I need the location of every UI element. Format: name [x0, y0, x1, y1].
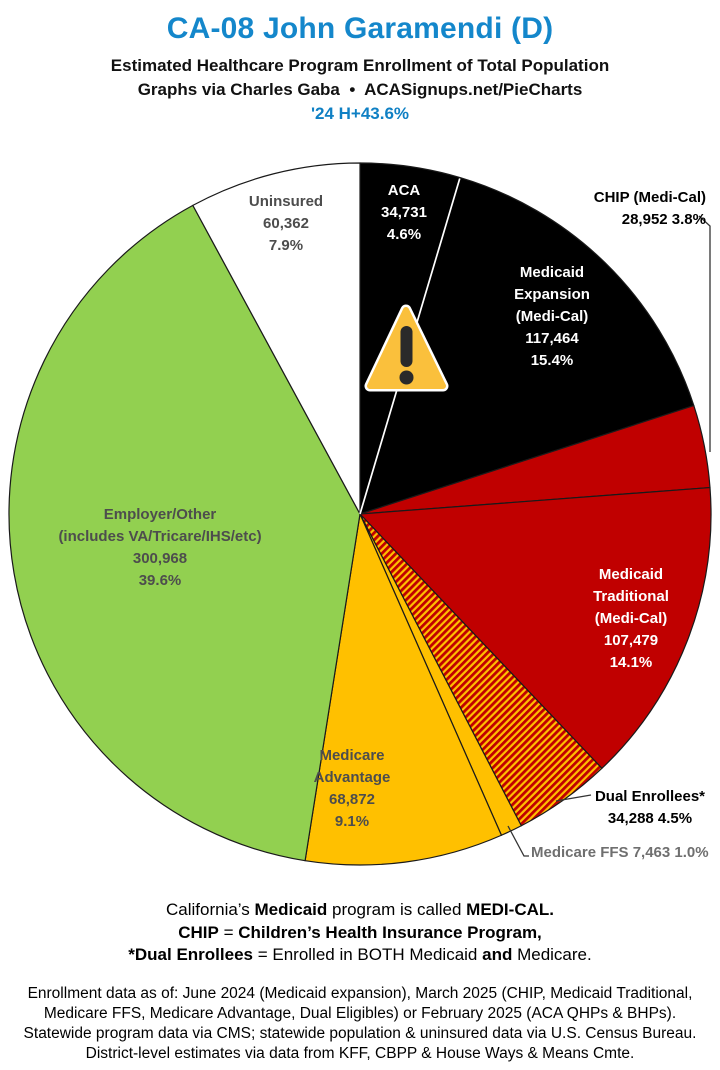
footnote-line-2: CHIP = Children’s Health Insurance Progr…	[178, 922, 542, 942]
chart-subtitle: Estimated Healthcare Program Enrollment …	[110, 56, 610, 75]
attribution-line: Graphs via Charles Gaba • ACASignups.net…	[137, 80, 583, 99]
warning-exclamation-bar	[400, 326, 413, 367]
slice-label-aca: ACA 34,731 4.6%	[381, 182, 427, 243]
pie-slice-uninsured	[192, 162, 361, 515]
warning-icon	[364, 304, 449, 392]
slice-label-dual-enrollees: Dual Enrollees* 34,288 4.5%	[595, 788, 705, 827]
footnote-line-3: *Dual Enrollees = Enrolled in BOTH Medic…	[128, 945, 592, 964]
pie-slice-medicaid-traditional	[359, 486, 712, 769]
slice-label-medicaid-traditional: Medicaid Traditional (Medi-Cal) 107,479 14.1…	[593, 566, 669, 671]
data-source-note: Enrollment data as of: June 2024 (Medica…	[0, 984, 720, 1064]
slice-label-uninsured: Uninsured 60,362 7.9%	[249, 193, 323, 254]
leader-line-dual-enrollees	[555, 794, 592, 802]
source-note-line-3: Statewide program data via CMS; statewid…	[23, 1025, 697, 1042]
growth-note: '24 H+43.6%	[310, 104, 410, 123]
footnote-definitions: California’s Medicaid program is called …	[0, 899, 720, 967]
slice-labels: ACA 34,731 4.6% Medicaid Expansion (Medi-Cal)…	[58, 182, 708, 861]
warning-exclamation-dot	[399, 370, 414, 385]
pie-slice-medicare-advantage	[304, 513, 503, 866]
page-title: CA-08 John Garamendi (D)	[166, 12, 554, 45]
leader-lines	[507, 215, 711, 857]
slice-label-employer-other: Employer/Other (includes VA/Tricare/IHS/e…	[58, 506, 261, 589]
slice-label-medicaid-expansion: Medicaid Expansion (Medi-Cal) 117,464 15.4%	[514, 264, 590, 369]
source-note-line-2: Medicare FFS, Medicare Advantage, Dual E…	[43, 1005, 677, 1022]
slice-label-medicare-advantage: Medicare Advantage 68,872 9.1%	[314, 747, 391, 830]
pie-slices	[8, 162, 712, 866]
slice-label-medicare-ffs: Medicare FFS 7,463 1.0%	[531, 844, 709, 861]
leader-line-chip	[698, 215, 711, 452]
pie-slice-medicaid-expansion	[359, 176, 695, 515]
footnote-line-1: California’s Medicaid program is called …	[166, 900, 554, 919]
pie-slice-employer-other	[8, 204, 361, 862]
leader-line-medicare-ffs	[507, 825, 529, 857]
source-note-line-1: Enrollment data as of: June 2024 (Medica…	[27, 985, 693, 1002]
slice-label-chip: CHIP (Medi-Cal) 28,952 3.8%	[594, 189, 706, 228]
source-note-line-4: District-level estimates via data from K…	[85, 1045, 635, 1062]
